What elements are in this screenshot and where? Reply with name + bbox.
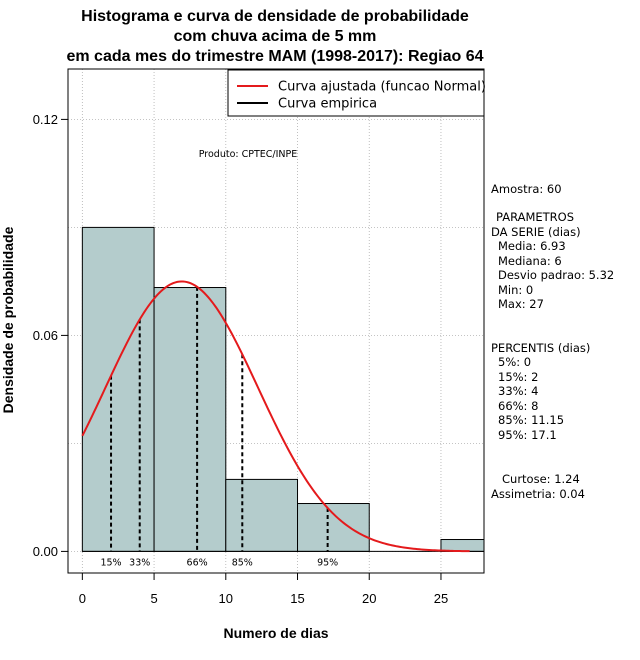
params-header-1: PARAMETROS — [496, 210, 574, 224]
x-tick-label: 0 — [79, 591, 86, 606]
histogram-bar — [153, 287, 227, 552]
histogram-bar — [297, 503, 370, 552]
plot-frame — [67, 68, 485, 574]
param-median: Mediana: 6 — [498, 254, 562, 268]
x-axis-label: Numero de dias — [223, 625, 328, 641]
legend: Curva ajustada (funcao Normal) Curva emp… — [227, 69, 486, 117]
param-min: Min: 0 — [498, 283, 533, 297]
param-max: Max: 27 — [498, 297, 544, 311]
param-mean: Media: 6.93 — [498, 239, 566, 253]
percentis-header: PERCENTIS (dias) — [491, 341, 590, 355]
product-annotation: Produto: CPTEC/INPE — [199, 149, 298, 160]
axes: 0 5 10 15 20 25 0.00 0.06 0.12 — [33, 112, 449, 606]
legend-box — [227, 69, 485, 117]
x-tick-label: 10 — [219, 591, 233, 606]
histogram-bar — [81, 226, 155, 552]
x-tick-label: 15 — [290, 591, 304, 606]
percentil-15: 15%: 2 — [498, 370, 538, 384]
x-tick-label: 20 — [362, 591, 376, 606]
percentile-label: 95% — [317, 557, 338, 568]
percentil-5: 5%: 0 — [498, 355, 531, 369]
percentile-label: 15% — [100, 557, 121, 568]
x-tick-label: 5 — [150, 591, 157, 606]
percentil-95: 95%: 17.1 — [498, 428, 557, 442]
histogram-bars — [81, 226, 485, 552]
kurtosis: Curtose: 1.24 — [502, 472, 580, 486]
percentil-33: 33%: 4 — [498, 384, 538, 398]
legend-fit-label: Curva ajustada (funcao Normal) — [278, 80, 486, 95]
y-tick-label: 0.06 — [33, 328, 58, 343]
y-tick-label: 0.12 — [33, 112, 58, 127]
skewness: Assimetria: 0.04 — [491, 487, 585, 501]
percentil-85: 85%: 11.15 — [498, 413, 564, 427]
params-header-2: DA SERIE (dias) — [491, 225, 581, 239]
histogram-bar — [440, 539, 485, 552]
stats-panel: Amostra: 60 PARAMETROS DA SERIE (dias) M… — [491, 182, 614, 501]
percentil-66: 66%: 8 — [498, 399, 538, 413]
sample-size: Amostra: 60 — [491, 182, 562, 196]
legend-empirical-label: Curva empirica — [278, 97, 377, 112]
chart-title-line-1: Histograma e curva de densidade de proba… — [81, 8, 469, 25]
percentile-label: 33% — [129, 557, 150, 568]
percentile-label: 85% — [232, 557, 253, 568]
fit-curve — [81, 280, 470, 553]
percentile-label: 66% — [187, 557, 208, 568]
x-tick-label: 25 — [434, 591, 448, 606]
fit-curve-group — [81, 280, 470, 553]
y-tick-label: 0.00 — [33, 544, 58, 559]
param-stddev: Desvio padrao: 5.32 — [498, 268, 614, 282]
histogram-bar — [225, 478, 299, 552]
percentile-lines: 15% 33% 66% 85% 95% — [100, 286, 338, 568]
chart-title-line-3: em cada mes do trimestre MAM (1998-2017)… — [66, 48, 483, 65]
y-axis-label: Densidade de probabilidade — [0, 226, 16, 413]
chart-title-line-2: com chuva acima de 5 mm — [174, 28, 377, 45]
